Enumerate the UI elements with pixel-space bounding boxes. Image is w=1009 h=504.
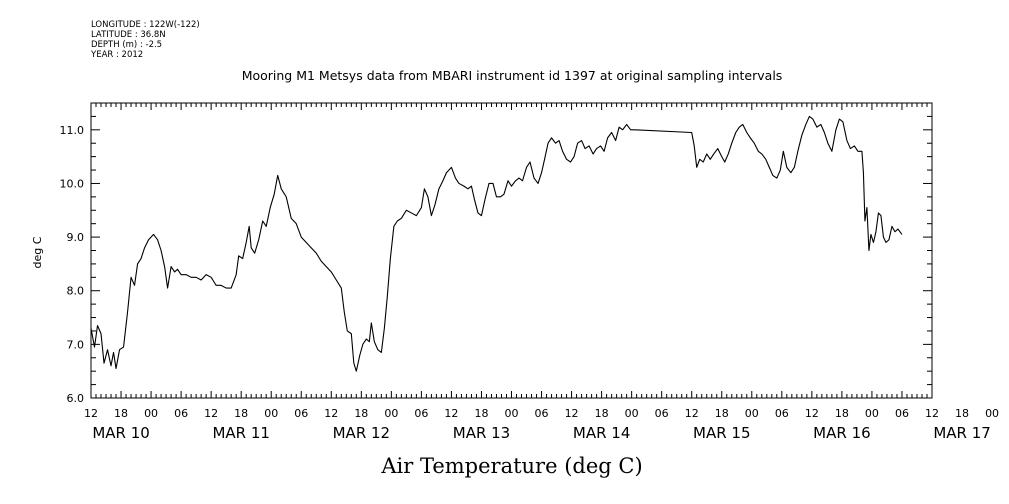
x-tick-label: 12	[324, 407, 338, 420]
depth-label: DEPTH (m) : -2.5	[91, 40, 163, 50]
metadata-block: LONGITUDE : 122W(-122) LATITUDE : 36.8N …	[91, 20, 200, 60]
x-tick-label: 18	[114, 407, 128, 420]
x-day-label: MAR 17	[933, 424, 990, 442]
x-tick-label: 18	[835, 407, 849, 420]
chart-title: Mooring M1 Metsys data from MBARI instru…	[241, 68, 783, 83]
y-tick-label: 11.0	[60, 124, 85, 137]
x-day-label: MAR 15	[693, 424, 750, 442]
x-tick-label: 00	[384, 407, 398, 420]
x-tick-label: 12	[685, 407, 699, 420]
x-tick-label: 00	[625, 407, 639, 420]
x-tick-label: 12	[204, 407, 218, 420]
x-day-label: MAR 16	[813, 424, 870, 442]
x-day-label: MAR 11	[212, 424, 269, 442]
x-tick-label: 12	[925, 407, 939, 420]
y-tick-label: 10.0	[60, 177, 85, 190]
y-axis-label: deg C	[31, 236, 44, 268]
x-tick-label: 18	[354, 407, 368, 420]
x-tick-label: 12	[84, 407, 98, 420]
x-tick-label: 18	[595, 407, 609, 420]
y-tick-label: 9.0	[67, 231, 85, 244]
x-tick-label: 06	[535, 407, 549, 420]
longitude-label: LONGITUDE : 122W(-122)	[91, 20, 200, 30]
x-tick-label: 18	[234, 407, 248, 420]
x-tick-label: 18	[955, 407, 969, 420]
x-tick-label: 00	[745, 407, 759, 420]
x-tick-label: 12	[444, 407, 458, 420]
x-tick-label: 00	[865, 407, 879, 420]
series-line	[90, 115, 903, 372]
x-tick-label: 06	[895, 407, 909, 420]
y-tick-label: 7.0	[67, 338, 85, 351]
x-day-label: MAR 13	[453, 424, 510, 442]
x-tick-label: 00	[144, 407, 158, 420]
y-tick-label: 8.0	[67, 285, 85, 298]
y-tick-label: 6.0	[67, 392, 85, 405]
x-tick-label: 12	[565, 407, 579, 420]
x-tick-label: 00	[505, 407, 519, 420]
plot-frame	[90, 102, 933, 399]
latitude-label: LATITUDE : 36.8N	[91, 30, 166, 40]
x-tick-label: 18	[474, 407, 488, 420]
x-day-label: MAR 10	[92, 424, 149, 442]
x-tick-label: 12	[805, 407, 819, 420]
x-day-label: MAR 14	[573, 424, 630, 442]
x-tick-label: 00	[264, 407, 278, 420]
x-tick-label: 06	[775, 407, 789, 420]
x-tick-label: 06	[174, 407, 188, 420]
x-tick-label: 06	[414, 407, 428, 420]
x-tick-label: 00	[985, 407, 999, 420]
x-tick-label: 06	[294, 407, 308, 420]
x-day-label: MAR 12	[333, 424, 390, 442]
year-label: YEAR : 2012	[91, 50, 144, 60]
x-tick-label: 06	[655, 407, 669, 420]
x-tick-label: 18	[715, 407, 729, 420]
x-axis-label: Air Temperature (deg C)	[381, 454, 643, 478]
